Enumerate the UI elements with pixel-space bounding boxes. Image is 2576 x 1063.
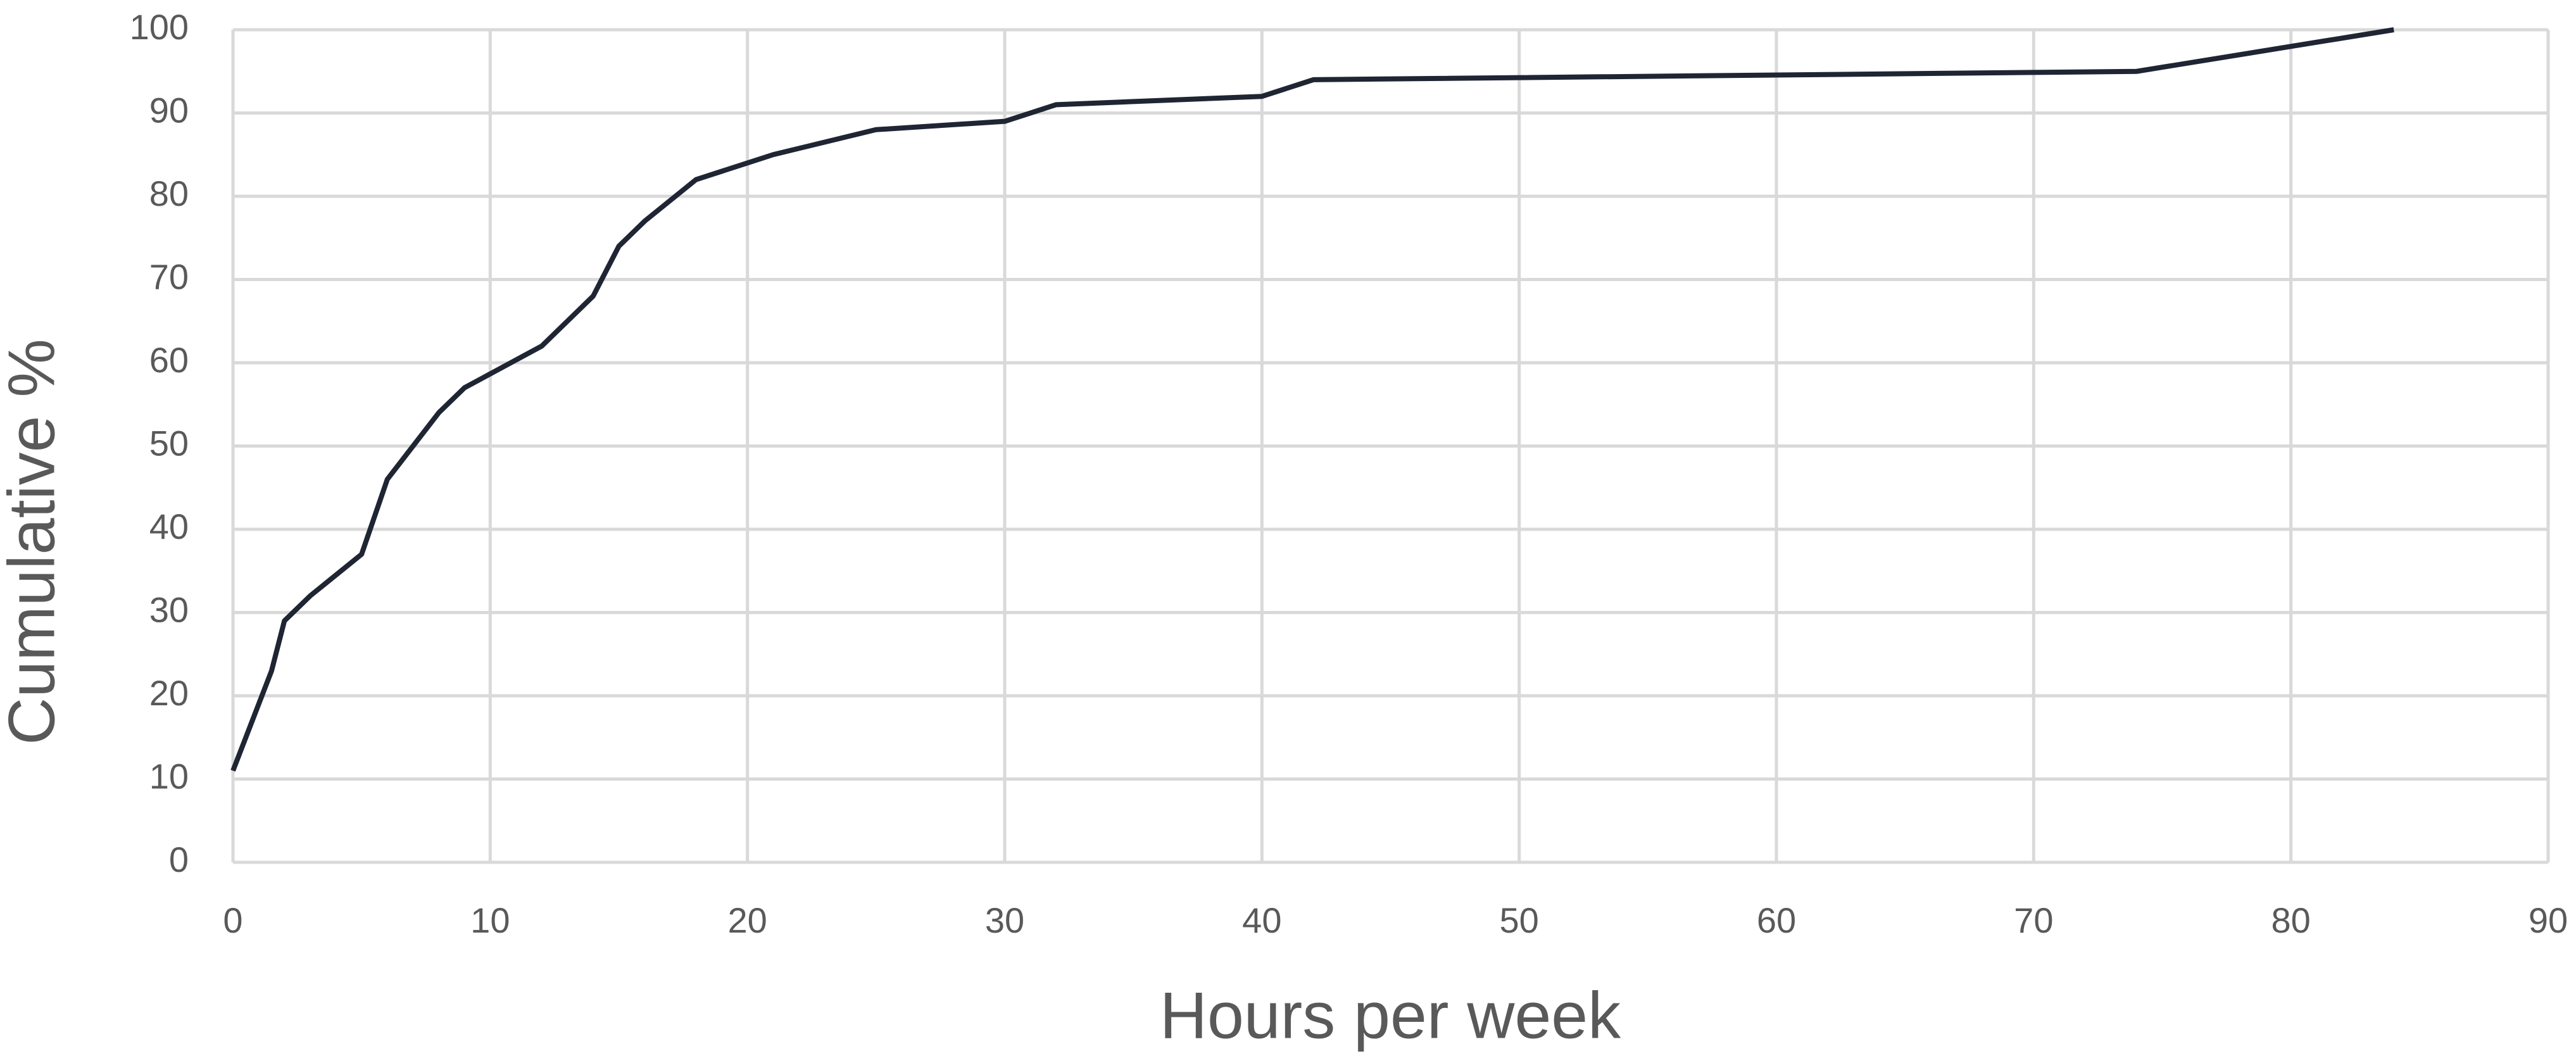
x-tick-label: 60 — [1757, 900, 1796, 940]
y-tick-label: 0 — [169, 840, 189, 879]
x-tick-label: 50 — [1500, 900, 1539, 940]
x-tick-label: 0 — [223, 900, 242, 940]
x-tick-label: 10 — [470, 900, 510, 940]
data-line — [230, 27, 2394, 772]
x-tick-label: 30 — [985, 900, 1024, 940]
y-axis-title: Cumulative % — [0, 339, 68, 745]
y-tick-label: 10 — [149, 756, 189, 796]
y-tick-label: 90 — [149, 90, 189, 130]
x-axis-title: Hours per week — [1160, 979, 1621, 1052]
y-tick-label: 70 — [149, 256, 189, 296]
y-tick-label: 30 — [149, 589, 189, 629]
x-tick-label: 40 — [1242, 900, 1281, 940]
y-tick-label: 60 — [149, 340, 189, 380]
x-tick-label: 70 — [2014, 900, 2053, 940]
x-tick-label: 90 — [2529, 900, 2568, 940]
y-tick-label: 100 — [130, 7, 189, 47]
x-tick-label: 20 — [728, 900, 767, 940]
y-tick-label: 20 — [149, 673, 189, 713]
y-tick-label: 50 — [149, 423, 189, 463]
y-tick-label: 40 — [149, 506, 189, 546]
y-tick-label: 80 — [149, 173, 189, 213]
x-tick-label: 80 — [2271, 900, 2311, 940]
